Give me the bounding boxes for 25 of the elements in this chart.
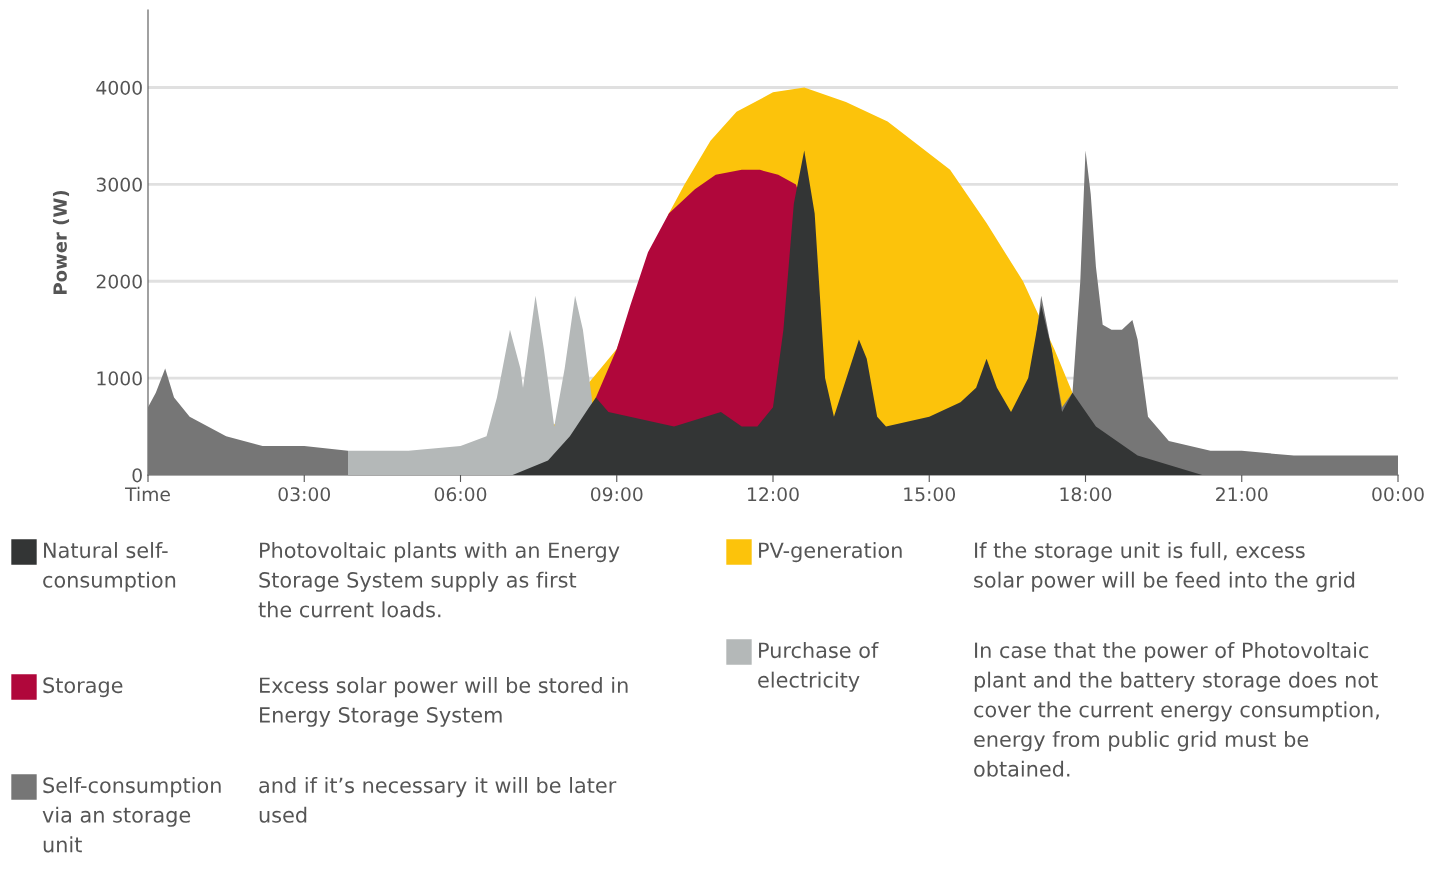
y-tick-label: 0 [132, 468, 142, 483]
legend-label: Storage [43, 677, 123, 698]
y-tick-label: 2000 [96, 274, 142, 289]
y-tick-label: 3000 [96, 177, 142, 192]
legend-label: PV-generation [759, 542, 902, 563]
x-tick-label: Time [125, 486, 170, 502]
text: If the storage unit is full, excess solar power will be feed into the grid [974, 542, 1355, 592]
y-tick-label: 4000 [96, 80, 142, 95]
legend-label: Purchase of electricity [758, 642, 879, 692]
x-tick-label: 06:00 [434, 487, 487, 502]
legend-label: Self-consumption via an storage unit [42, 777, 221, 853]
text: and if it’s necessary it will be later used [259, 777, 617, 823]
text: Excess solar power will be stored in Energy Storage System [260, 677, 628, 727]
text: Photovoltaic plants with an Energy Storage System supply as first the current loads. [258, 542, 620, 618]
y-tick-label: 1000 [97, 371, 142, 386]
x-tick-label: 21:00 [1216, 487, 1268, 502]
x-tick-label: 15:00 [904, 487, 956, 502]
x-tick-label: 12:00 [748, 487, 799, 502]
y-axis-title: Power (W) [52, 190, 70, 294]
x-tick-label: 18:00 [1060, 487, 1112, 502]
x-tick-label: 03:00 [278, 487, 331, 502]
x-tick-label: 09:00 [590, 487, 643, 502]
text: In case that the power of Photovoltaic plant and the battery storage does not cover the current energy consumption, energy from public grid must be obtained. [974, 642, 1379, 777]
x-tick-label: 00:00 [1372, 487, 1424, 502]
legend-label: Natural self- consumption [43, 542, 176, 592]
